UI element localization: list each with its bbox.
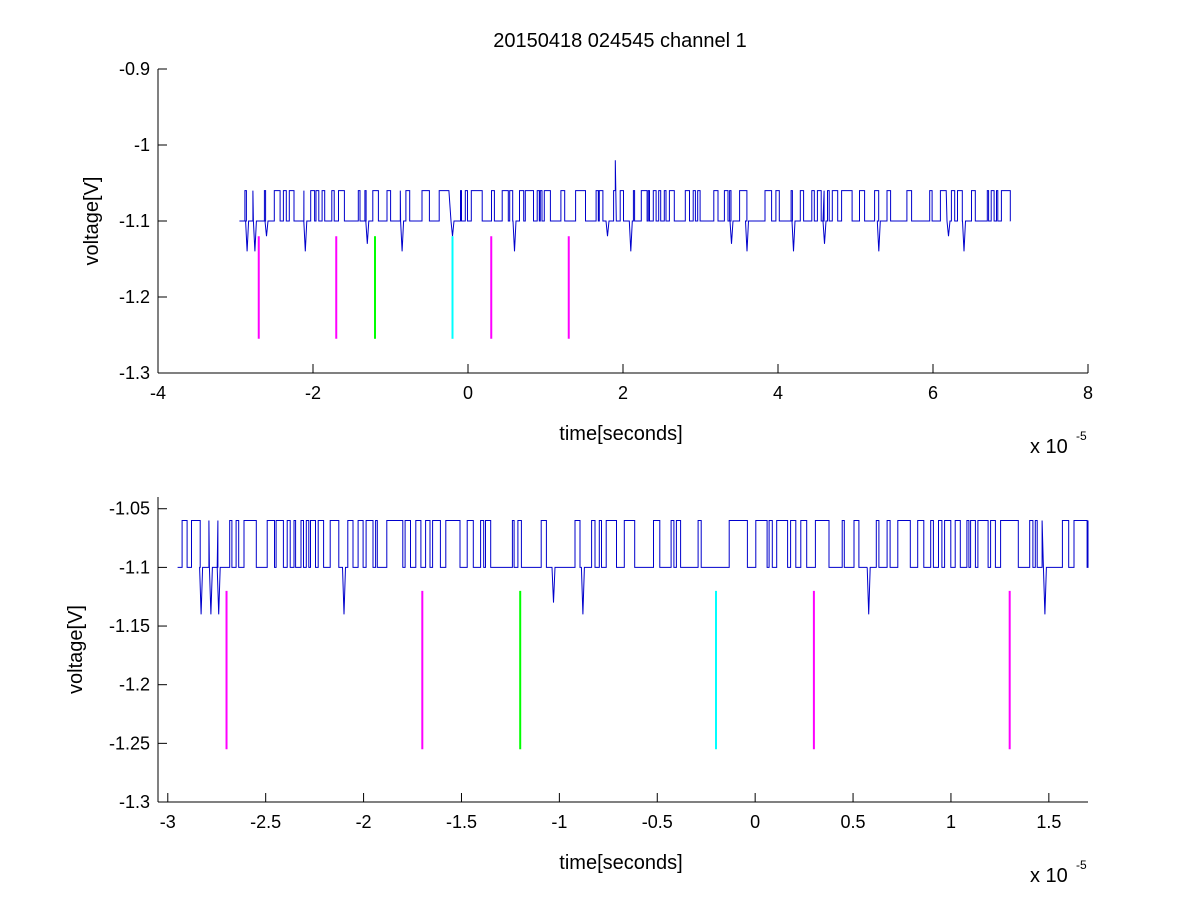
x-tick-label: -3 [160, 812, 176, 832]
x-multiplier-exponent: -5 [1076, 858, 1087, 872]
x-multiplier: x 10 [1030, 865, 1068, 887]
x-multiplier-exponent: -5 [1076, 429, 1087, 443]
y-tick-label: -1.15 [109, 616, 150, 636]
x-tick-label: -2 [305, 383, 321, 403]
y-tick-label: -1.05 [109, 499, 150, 519]
x-tick-label: -2 [356, 812, 372, 832]
y-tick-label: -0.9 [119, 59, 150, 79]
bottom-plot: -3 -2.5 -2 -1.5 -1 -0.5 0 0.5 1 1.5 -1.3 -1.25 -1.2 -… [65, 497, 1089, 887]
x-tick-label: 8 [1083, 383, 1093, 403]
y-tick-label: -1.2 [119, 287, 150, 307]
top-plot: -4 -2 0 2 4 6 8 -1.3 -1.2 -1.1 -1 -0.9 time[seconds]… [81, 59, 1093, 458]
x-tick-label: 0.5 [841, 812, 866, 832]
x-tick-label: 4 [773, 383, 783, 403]
x-tick-label: 1 [946, 812, 956, 832]
x-axis-label: time[seconds] [559, 423, 682, 445]
x-tick-label: 0 [463, 383, 473, 403]
x-tick-label: -1 [551, 812, 567, 832]
y-tick-label: -1 [134, 135, 150, 155]
chart-title: 20150418 024545 channel 1 [493, 30, 747, 52]
x-tick-label: 6 [928, 383, 938, 403]
x-multiplier: x 10 [1030, 436, 1068, 458]
x-tick-label: 1.5 [1036, 812, 1061, 832]
y-tick-label: -1.25 [109, 733, 150, 753]
y-axis-label: voltage[V] [81, 177, 103, 266]
y-tick-label: -1.3 [119, 792, 150, 812]
y-tick-label: -1.1 [119, 557, 150, 577]
x-tick-label: 2 [618, 383, 628, 403]
x-axis-label: time[seconds] [559, 852, 682, 874]
y-tick-label: -1.2 [119, 675, 150, 695]
x-tick-label: -2.5 [250, 812, 281, 832]
y-tick-label: -1.3 [119, 363, 150, 383]
y-axis-label: voltage[V] [65, 605, 87, 694]
x-tick-label: -4 [150, 383, 166, 403]
voltage-trace [239, 160, 1011, 252]
x-tick-label: -0.5 [642, 812, 673, 832]
y-tick-label: -1.1 [119, 211, 150, 231]
x-tick-label: 0 [750, 812, 760, 832]
x-tick-label: -1.5 [446, 812, 477, 832]
voltage-trace [177, 520, 1089, 615]
